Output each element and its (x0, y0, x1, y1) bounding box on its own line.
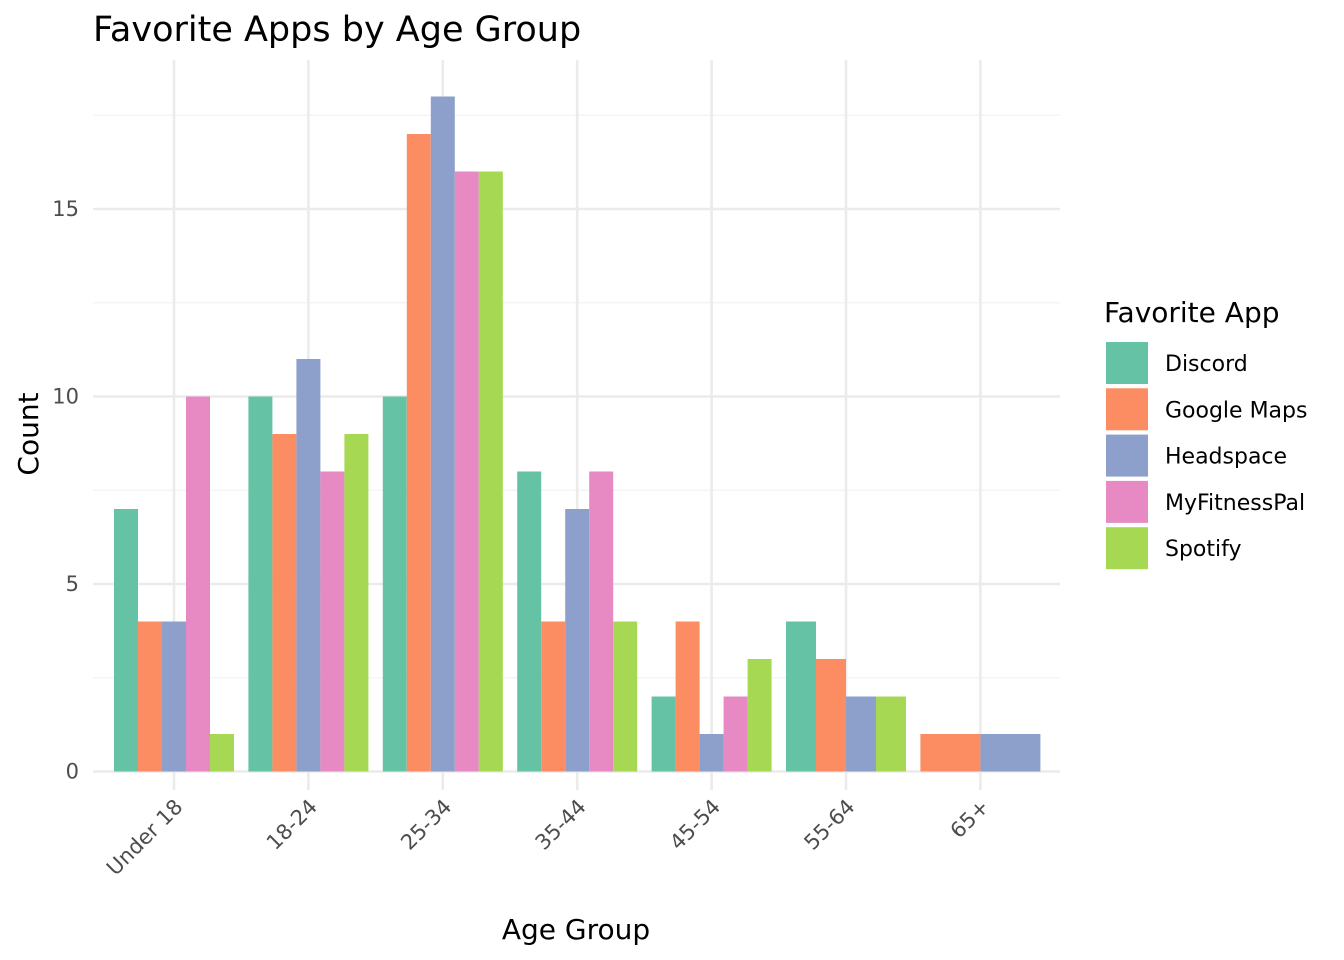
bar-google-maps (541, 621, 566, 772)
bar-spotify (747, 659, 772, 772)
bar-myfitnesspal (454, 171, 479, 772)
legend-swatch (1106, 388, 1148, 431)
bar-discord (517, 471, 542, 772)
bar-myfitnesspal (723, 696, 748, 772)
x-tick-label: 55-64 (799, 795, 859, 855)
x-axis-title: Age Group (502, 913, 650, 946)
x-axis-ticks: Under 18 18-24 25-34 35-44 45-54 55-64 65+ (102, 795, 994, 881)
y-axis-ticks: 0 5 10 15 (52, 197, 79, 784)
legend-label: MyFitnessPal (1165, 491, 1305, 516)
x-tick-label: 45-54 (665, 795, 725, 855)
bar-headspace (699, 734, 724, 772)
bar-discord (786, 621, 816, 772)
x-tick-label: 25-34 (396, 795, 456, 855)
y-tick-label: 0 (66, 760, 79, 784)
bar-discord (248, 396, 273, 772)
bar-headspace (980, 734, 1041, 772)
legend-label: Discord (1165, 352, 1248, 377)
bar-discord (114, 509, 138, 772)
bar-headspace (565, 509, 590, 772)
bar-spotify (478, 171, 503, 772)
y-tick-label: 15 (52, 197, 79, 221)
bar-myfitnesspal (320, 471, 345, 772)
bar-headspace (162, 621, 186, 772)
y-tick-label: 10 (52, 385, 79, 409)
bar-headspace (846, 696, 876, 772)
bar-spotify (210, 734, 234, 772)
y-tick-label: 5 (66, 572, 79, 596)
legend-swatch (1106, 342, 1148, 384)
bar-discord (651, 696, 676, 772)
bar-spotify (876, 696, 906, 772)
bar-google-maps (675, 621, 700, 772)
x-tick-label: 65+ (946, 795, 994, 843)
x-tick-label: Under 18 (102, 795, 188, 881)
bar-headspace (430, 96, 455, 772)
chart-title: Favorite Apps by Age Group (93, 10, 581, 50)
bar-google-maps (138, 621, 162, 772)
x-tick-label: 35-44 (531, 795, 591, 855)
bar-google-maps (920, 734, 981, 772)
bar-myfitnesspal (186, 396, 210, 772)
legend-label: Google Maps (1165, 398, 1307, 423)
legend-label: Headspace (1165, 445, 1287, 470)
bar-google-maps (406, 134, 431, 772)
bars (114, 96, 1041, 772)
bar-spotify (344, 434, 369, 772)
legend-swatch (1106, 434, 1148, 477)
legend-swatch (1106, 527, 1148, 570)
legend: Favorite App Discord Google Maps Headspace… (1104, 296, 1307, 570)
bar-headspace (296, 359, 321, 772)
y-axis-title: Count (12, 392, 45, 475)
x-tick-label: 18-24 (262, 795, 322, 855)
bar-myfitnesspal (589, 471, 614, 772)
bar-google-maps (272, 434, 297, 772)
legend-title: Favorite App (1104, 296, 1280, 329)
legend-swatch (1106, 480, 1148, 523)
bar-spotify (613, 621, 638, 772)
legend-label: Spotify (1165, 537, 1242, 562)
bar-discord (382, 396, 407, 772)
bar-google-maps (816, 659, 846, 772)
